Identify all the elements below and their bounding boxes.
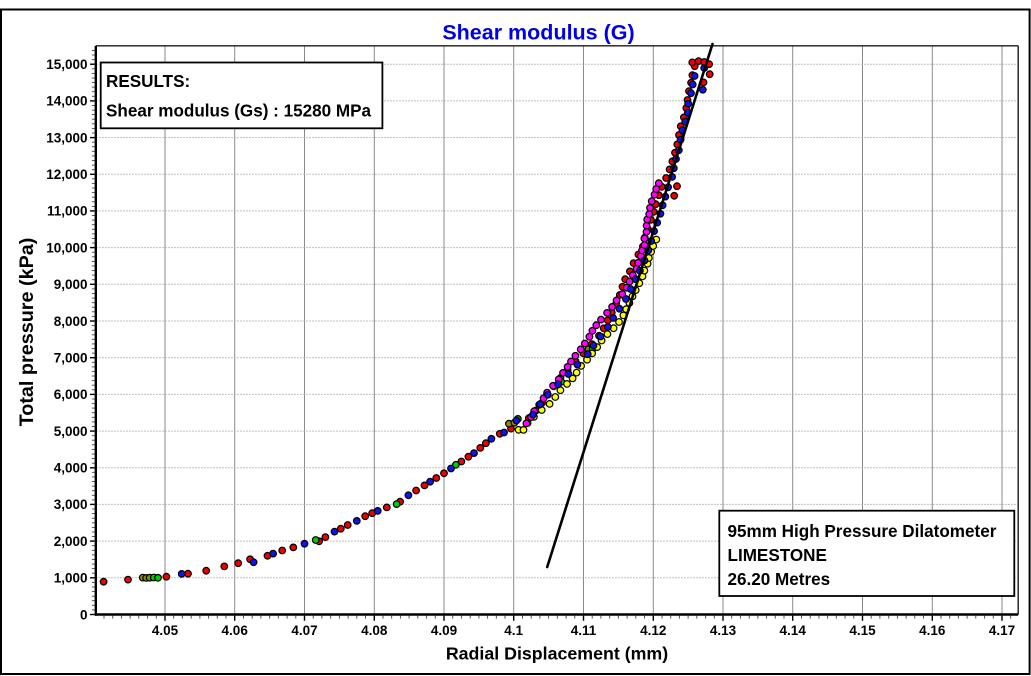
svg-text:1,000: 1,000 (54, 571, 88, 586)
svg-text:4,000: 4,000 (54, 461, 88, 476)
svg-text:4.09: 4.09 (431, 623, 457, 638)
svg-text:7,000: 7,000 (54, 351, 88, 366)
svg-text:5,000: 5,000 (54, 424, 88, 439)
svg-text:12,000: 12,000 (46, 167, 87, 182)
svg-text:4.12: 4.12 (640, 623, 666, 638)
svg-text:10,000: 10,000 (46, 240, 87, 255)
svg-text:26.20 Metres: 26.20 Metres (728, 570, 831, 589)
svg-text:Shear modulus (Gs) : 15280 MPa: Shear modulus (Gs) : 15280 MPa (106, 102, 372, 121)
svg-text:4.1: 4.1 (504, 623, 523, 638)
svg-text:4.06: 4.06 (222, 623, 249, 638)
svg-text:95mm High Pressure Dilatometer: 95mm High Pressure Dilatometer (728, 522, 997, 541)
svg-text:9,000: 9,000 (54, 277, 88, 292)
svg-text:11,000: 11,000 (47, 204, 88, 219)
svg-text:4.13: 4.13 (710, 623, 737, 638)
svg-text:4.17: 4.17 (989, 623, 1015, 638)
svg-text:13,000: 13,000 (46, 130, 87, 145)
svg-text:0: 0 (80, 607, 88, 622)
svg-text:Radial Displacement (mm): Radial Displacement (mm) (446, 644, 668, 664)
svg-text:4.15: 4.15 (849, 623, 876, 638)
svg-text:6,000: 6,000 (54, 387, 88, 402)
svg-text:Shear modulus (G): Shear modulus (G) (442, 21, 634, 45)
svg-text:8,000: 8,000 (54, 314, 88, 329)
svg-text:LIMESTONE: LIMESTONE (728, 546, 827, 565)
svg-text:4.07: 4.07 (291, 623, 317, 638)
svg-text:4.08: 4.08 (361, 623, 388, 638)
svg-text:4.16: 4.16 (919, 623, 946, 638)
svg-text:15,000: 15,000 (46, 57, 87, 72)
svg-text:14,000: 14,000 (46, 94, 87, 109)
svg-text:2,000: 2,000 (54, 534, 88, 549)
svg-text:Total pressure (kPa): Total pressure (kPa) (16, 238, 38, 427)
svg-text:3,000: 3,000 (54, 497, 88, 512)
svg-text:RESULTS:: RESULTS: (106, 72, 190, 91)
svg-text:4.14: 4.14 (780, 623, 807, 638)
svg-text:4.05: 4.05 (152, 623, 179, 638)
svg-text:4.11: 4.11 (571, 623, 597, 638)
